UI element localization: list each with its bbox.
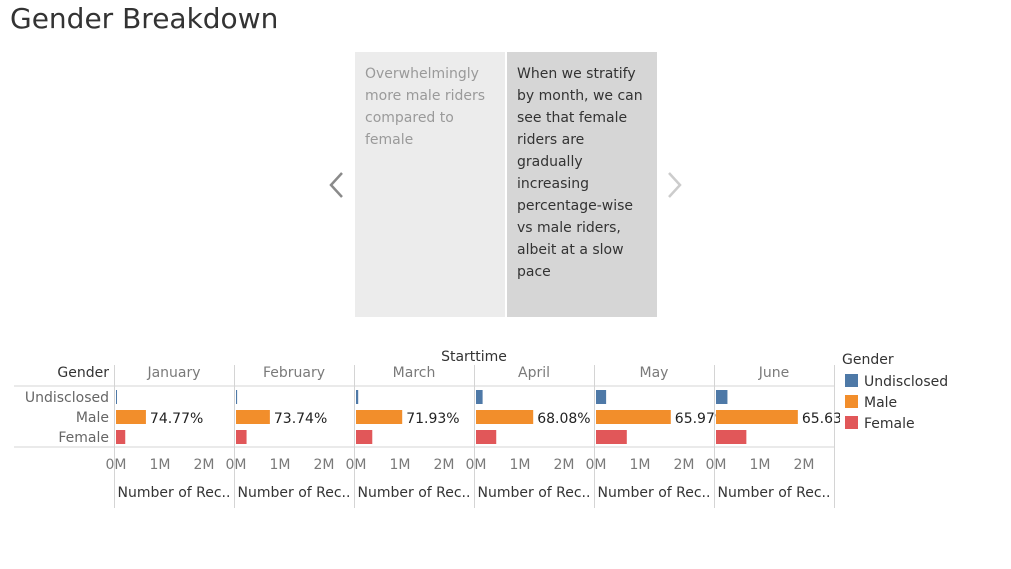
- bar-undisclosed: [236, 390, 238, 404]
- bar-undisclosed: [716, 390, 728, 404]
- bar-male: [236, 410, 270, 424]
- panel-header: January: [146, 365, 200, 381]
- bar-male: [476, 410, 534, 424]
- x-axis-title: Number of Rec..: [358, 485, 471, 501]
- x-tick-label: 2M: [794, 457, 815, 473]
- x-tick-label: 2M: [194, 457, 215, 473]
- x-tick-label: 2M: [314, 457, 335, 473]
- x-tick-label: 0M: [346, 457, 367, 473]
- bar-undisclosed: [356, 390, 359, 404]
- legend-label: Male: [864, 395, 898, 411]
- data-label: 71.93%: [406, 411, 459, 427]
- row-label: Female: [58, 430, 109, 446]
- x-tick-label: 2M: [434, 457, 455, 473]
- x-tick-label: 1M: [150, 457, 171, 473]
- legend-swatch: [845, 395, 858, 408]
- bar-undisclosed: [476, 390, 483, 404]
- panel-header: March: [393, 365, 436, 381]
- panel-header: February: [263, 365, 325, 381]
- bar-female: [356, 430, 373, 444]
- legend-label: Female: [864, 416, 915, 432]
- x-axis-title: Number of Rec..: [238, 485, 351, 501]
- bar-female: [476, 430, 497, 444]
- bar-female: [596, 430, 627, 444]
- x-tick-label: 1M: [630, 457, 651, 473]
- bar-male: [116, 410, 146, 424]
- data-label: 65.97%: [675, 411, 728, 427]
- chevron-left-icon[interactable]: [327, 170, 347, 200]
- x-axis-title: Number of Rec..: [478, 485, 591, 501]
- x-tick-label: 0M: [226, 457, 247, 473]
- x-tick-label: 0M: [106, 457, 127, 473]
- bar-female: [236, 430, 247, 444]
- x-axis-title: Number of Rec..: [598, 485, 711, 501]
- data-label: 65.63%: [802, 411, 840, 427]
- row-label: Undisclosed: [25, 390, 109, 406]
- x-tick-label: 1M: [270, 457, 291, 473]
- legend-title: Gender: [842, 352, 894, 368]
- data-label: 73.74%: [274, 411, 327, 427]
- bar-male: [356, 410, 403, 424]
- x-tick-label: 1M: [390, 457, 411, 473]
- legend-item-undisclosed[interactable]: Undisclosed: [845, 374, 948, 392]
- legend-label: Undisclosed: [864, 374, 949, 390]
- legend-swatch: [845, 416, 858, 429]
- chevron-right-icon[interactable]: [664, 170, 684, 200]
- legend-item-male[interactable]: Male: [845, 395, 897, 413]
- x-tick-label: 0M: [586, 457, 607, 473]
- bar-undisclosed: [596, 390, 607, 404]
- bar-female: [116, 430, 126, 444]
- story-title: Gender Breakdown: [10, 2, 279, 35]
- gender-by-month-chart: Starttime Gender Undisclosed Male Female Janu…: [14, 349, 840, 508]
- x-axis-title: Number of Rec..: [718, 485, 831, 501]
- x-tick-label: 0M: [466, 457, 487, 473]
- x-axis-title: Number of Rec..: [118, 485, 231, 501]
- x-tick-label: 1M: [750, 457, 771, 473]
- panel-header: April: [518, 365, 550, 381]
- x-tick-label: 1M: [510, 457, 531, 473]
- x-tick-label: 2M: [674, 457, 695, 473]
- bar-male: [716, 410, 798, 424]
- chart-title: Starttime: [441, 349, 507, 365]
- row-header: Gender: [57, 365, 109, 381]
- bar-female: [716, 430, 747, 444]
- panel-header: May: [640, 365, 669, 381]
- legend-item-female[interactable]: Female: [845, 416, 915, 434]
- x-tick-label: 0M: [706, 457, 727, 473]
- data-label: 74.77%: [150, 411, 203, 427]
- story-point-2[interactable]: When we stratify by month, we can see th…: [507, 52, 657, 317]
- bar-male: [596, 410, 671, 424]
- panel-header: June: [758, 365, 790, 381]
- legend-swatch: [845, 374, 858, 387]
- row-label: Male: [76, 410, 109, 426]
- story-point-1[interactable]: Overwhelmingly more male riders compared…: [355, 52, 505, 317]
- data-label: 68.08%: [537, 411, 590, 427]
- bar-undisclosed: [116, 390, 117, 404]
- x-tick-label: 2M: [554, 457, 575, 473]
